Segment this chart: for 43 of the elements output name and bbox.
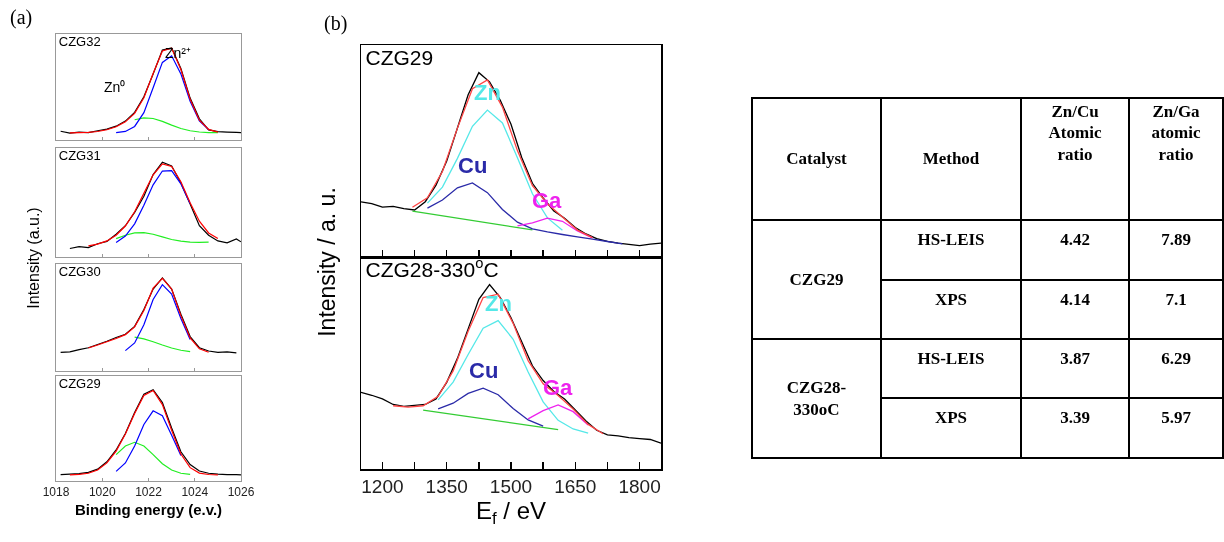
series-label: Cu <box>458 153 488 178</box>
y-axis-title: Intensity (a.u.) <box>25 207 43 309</box>
text: (b) <box>324 12 348 35</box>
text: CZG29 <box>752 220 881 339</box>
x-tick-label: 1350 <box>425 476 468 498</box>
x-tick-label: 1026 <box>227 485 255 500</box>
text: Method <box>881 98 1021 220</box>
chart-title: CZG32 <box>58 33 101 49</box>
x-tick-label: 1020 <box>88 485 116 500</box>
annotation: Zn⁰ <box>104 79 126 95</box>
y-axis-title: Intensity / a. u. <box>313 187 341 337</box>
text: CZG28-330oC <box>752 339 881 458</box>
text: (a) <box>10 6 33 29</box>
x-tick-label: 1500 <box>489 476 533 498</box>
x-tick-label: 1022 <box>135 485 163 500</box>
x-tick-label: 1650 <box>554 476 597 498</box>
text: 4.42 <box>1021 220 1129 280</box>
chart-title: CZG29 <box>365 46 434 69</box>
text: XPS <box>881 398 1021 458</box>
x-tick-label: 1018 <box>42 485 70 500</box>
x-tick-label: 1200 <box>361 476 404 498</box>
x-axis-title: Binding energy (e.v.) <box>74 501 223 519</box>
text: 6.29 <box>1129 339 1223 398</box>
text: 3.87 <box>1021 339 1129 398</box>
x-tick-label: 1800 <box>618 476 661 498</box>
x-tick-label: 1024 <box>181 485 209 500</box>
chart-title: CZG29 <box>58 375 101 391</box>
chart-title: CZG31 <box>58 147 101 163</box>
text: Zn/Ga atomic ratio <box>1129 98 1223 220</box>
text: XPS <box>881 280 1021 339</box>
text: 7.89 <box>1129 220 1223 280</box>
x-axis-title: E$_{f}$ / eV <box>475 497 547 529</box>
text: HS-LEIS <box>881 220 1021 280</box>
chart-title: CZG30 <box>58 263 101 279</box>
text: HS-LEIS <box>881 339 1021 398</box>
chart-title: CZG28-330$^{o}$C <box>365 255 499 281</box>
text: 5.97 <box>1129 398 1223 458</box>
text: Zn/Cu Atomic ratio <box>1021 98 1129 220</box>
text: 3.39 <box>1021 398 1129 458</box>
series-label: Cu <box>469 358 499 383</box>
text: 4.14 <box>1021 280 1129 339</box>
text: 7.1 <box>1129 280 1223 339</box>
text: Catalyst <box>752 98 881 220</box>
